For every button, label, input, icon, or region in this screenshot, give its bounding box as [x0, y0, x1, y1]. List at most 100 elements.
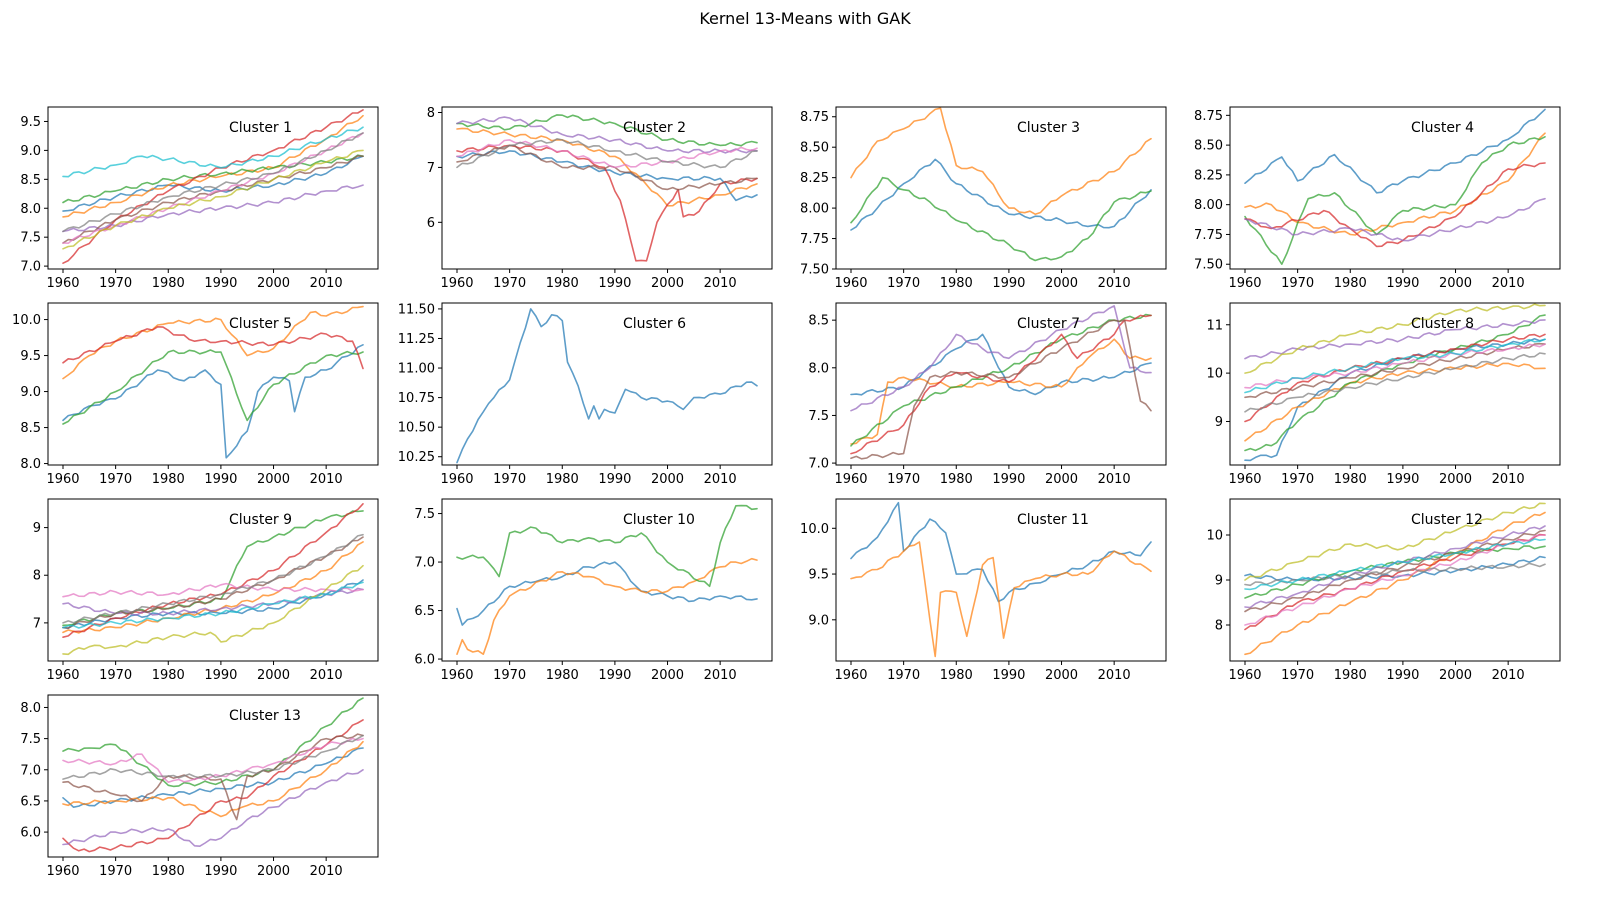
series-line	[62, 126, 364, 178]
y-tick-label: 9.0	[20, 144, 41, 159]
series-line	[1244, 162, 1546, 248]
x-tick-label: 2010	[704, 668, 737, 683]
series-line	[62, 581, 364, 629]
series-line	[850, 319, 1152, 460]
y-tick-label: 7.5	[808, 409, 829, 424]
x-tick-label: 1980	[1334, 472, 1367, 487]
series-line	[456, 308, 758, 464]
cluster-panel-2: 1960 1970 1980 1990 2000 2010 6 7 8 Cluster 2	[427, 106, 773, 291]
x-tick-label: 2010	[310, 864, 343, 879]
axes-frame	[835, 106, 1167, 270]
series-line	[62, 184, 364, 233]
series-line	[1244, 303, 1546, 374]
y-tick-label: 9.0	[808, 613, 829, 628]
series-line	[1244, 352, 1546, 413]
cluster-label: Cluster 9	[229, 512, 292, 528]
x-tick-label: 1990	[1386, 472, 1419, 487]
series-group	[850, 501, 1152, 658]
cluster-label: Cluster 6	[623, 316, 686, 332]
cluster-panel-4: 1960 1970 1980 1990 2000 2010 7.50 7.75 8.00 8.25…	[1194, 106, 1561, 291]
y-tick-label: 8.5	[20, 421, 41, 436]
x-tick-label: 1980	[152, 864, 185, 879]
x-tick-label: 1980	[546, 276, 579, 291]
series-group	[62, 503, 364, 656]
series-group	[1244, 502, 1546, 656]
series-line	[1244, 319, 1546, 360]
x-tick-label: 1990	[992, 276, 1025, 291]
x-tick-label: 1960	[46, 668, 79, 683]
series-line	[62, 564, 364, 656]
x-tick-label: 1980	[1334, 668, 1367, 683]
y-tick-label: 11.25	[398, 332, 435, 347]
x-tick-label: 1990	[204, 472, 237, 487]
series-line	[1244, 525, 1546, 609]
series-line	[1244, 136, 1546, 265]
series-line	[456, 561, 758, 626]
cluster-panel-5: 1960 1970 1980 1990 2000 2010 8.0 8.5 9.0 9.5 10.0…	[12, 302, 379, 487]
cluster-label: Cluster 3	[1017, 120, 1080, 136]
y-tick-label: 10.0	[12, 313, 41, 328]
y-tick-label: 7.0	[414, 556, 435, 571]
axes-frame	[47, 106, 379, 270]
y-tick-label: 8.0	[20, 202, 41, 217]
series-line	[62, 719, 364, 853]
series-line	[850, 313, 1152, 447]
x-tick-label: 1960	[46, 864, 79, 879]
y-tick-label: 8.50	[1194, 139, 1223, 154]
series-line	[1244, 538, 1546, 591]
x-tick-label: 2010	[704, 276, 737, 291]
x-tick-label: 1970	[1281, 276, 1314, 291]
series-line	[456, 504, 758, 588]
y-tick-label: 6.5	[20, 794, 41, 809]
cluster-label: Cluster 12	[1411, 512, 1483, 528]
y-tick-label: 7	[33, 616, 41, 631]
y-tick-label: 9.5	[20, 115, 41, 130]
series-line	[62, 154, 364, 204]
series-line	[62, 155, 364, 244]
cluster-panel-12: 1960 1970 1980 1990 2000 2010 8 9 10 Cluster 12	[1206, 498, 1561, 683]
y-tick-label: 8.0	[808, 361, 829, 376]
series-line	[62, 149, 364, 250]
cluster-label: Cluster 2	[623, 120, 686, 136]
x-tick-label: 1970	[493, 276, 526, 291]
x-tick-label: 1970	[887, 276, 920, 291]
x-tick-label: 2010	[704, 472, 737, 487]
cluster-panel-10: 1960 1970 1980 1990 2000 2010 6.0 6.5 7.0 7.5 Clus…	[414, 498, 773, 683]
series-line	[62, 533, 364, 624]
x-tick-label: 2000	[1439, 472, 1472, 487]
x-tick-label: 1970	[887, 668, 920, 683]
x-tick-label: 2010	[1098, 276, 1131, 291]
series-line	[850, 305, 1152, 412]
x-tick-label: 2010	[310, 668, 343, 683]
series-line	[456, 139, 758, 169]
series-line	[1244, 562, 1546, 587]
series-line	[62, 326, 364, 370]
cluster-panels: 1960 1970 1980 1990 2000 2010 7.0 7.5 8.0 8.5 9.0 9…	[12, 106, 1561, 879]
series-line	[62, 155, 364, 212]
y-tick-label: 7	[427, 161, 435, 176]
x-tick-label: 1970	[99, 864, 132, 879]
x-tick-label: 1980	[940, 472, 973, 487]
x-tick-label: 2010	[1492, 276, 1525, 291]
x-tick-label: 1990	[992, 472, 1025, 487]
cluster-panel-11: 1960 1970 1980 1990 2000 2010 9.0 9.5 10.0 Cluste…	[800, 498, 1167, 683]
x-tick-label: 2000	[651, 276, 684, 291]
y-tick-label: 8.5	[808, 314, 829, 329]
x-tick-label: 1980	[1334, 276, 1367, 291]
series-line	[62, 344, 364, 459]
series-group	[1244, 303, 1546, 462]
x-tick-label: 2000	[257, 276, 290, 291]
y-tick-label: 8.50	[800, 141, 829, 156]
y-tick-label: 9	[1215, 415, 1223, 430]
axes-frame	[441, 498, 773, 662]
series-line	[62, 697, 364, 788]
series-line	[62, 747, 364, 808]
x-tick-label: 1960	[1228, 668, 1261, 683]
x-tick-label: 1970	[493, 472, 526, 487]
y-tick-label: 7.75	[1194, 228, 1223, 243]
series-line	[456, 138, 758, 169]
x-tick-label: 1970	[1281, 472, 1314, 487]
axes-frame	[835, 302, 1167, 466]
y-tick-label: 9.0	[20, 385, 41, 400]
series-line	[1244, 534, 1546, 626]
